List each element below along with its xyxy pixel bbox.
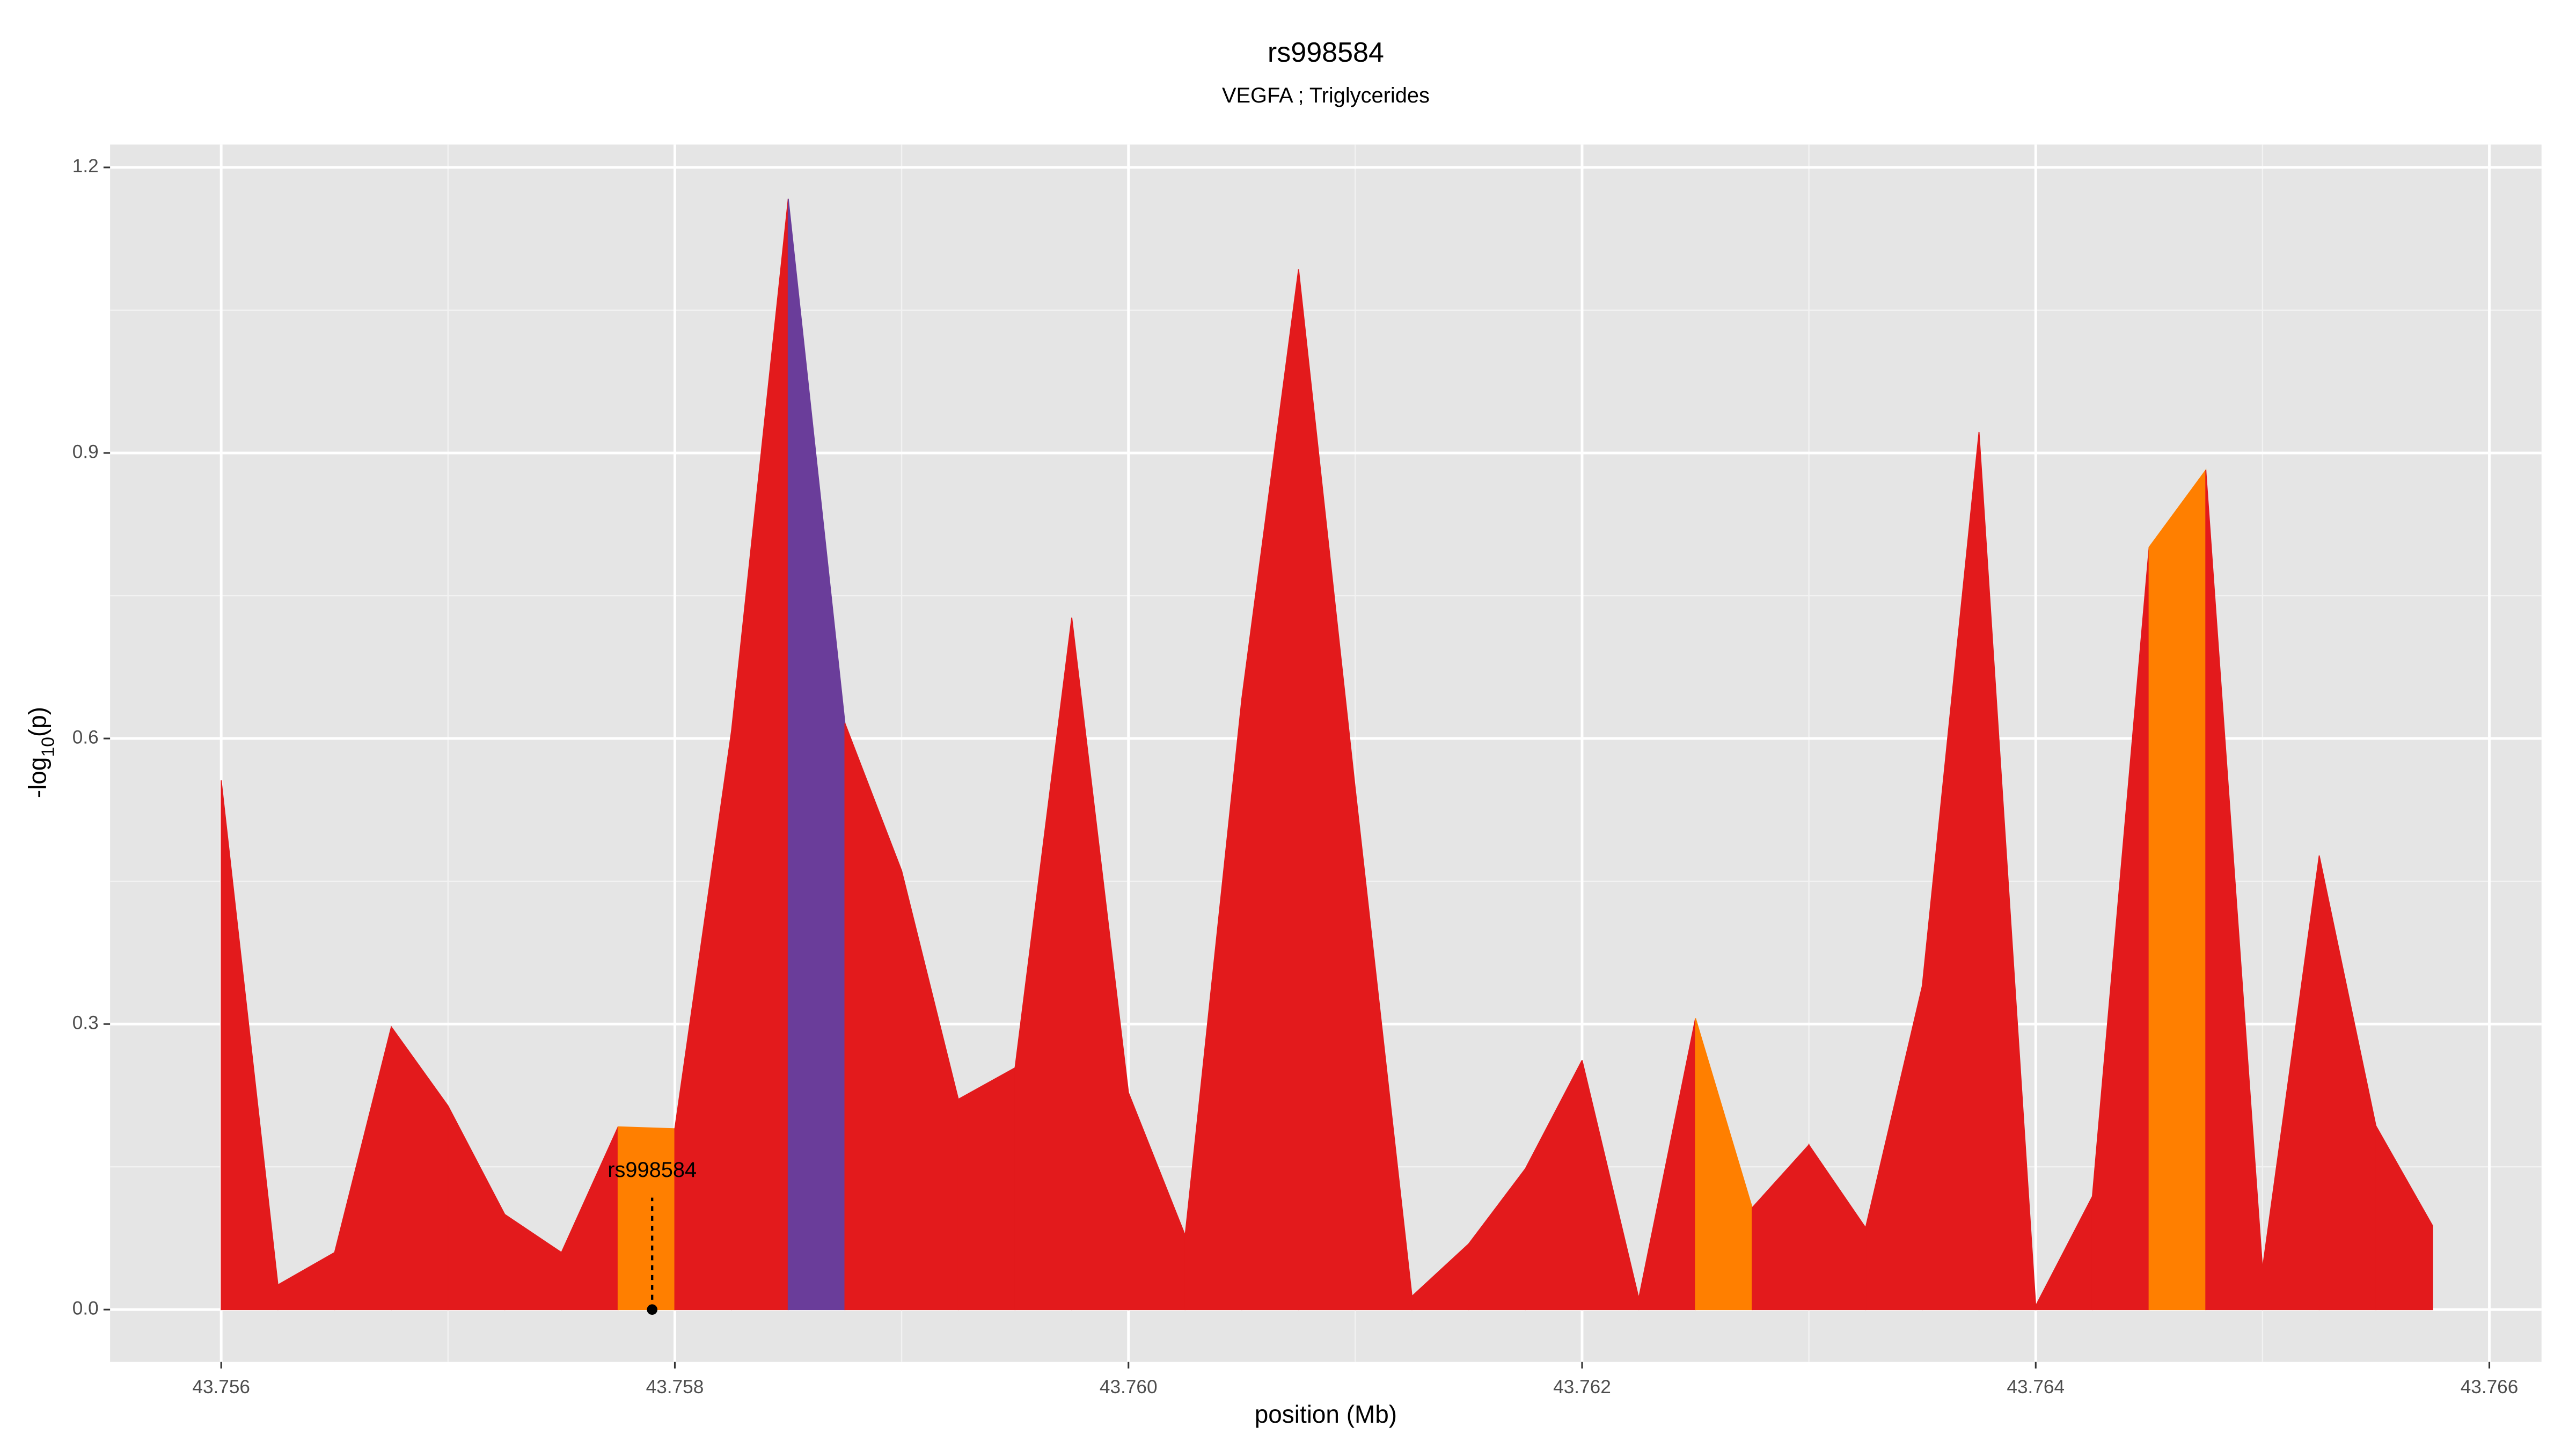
area-segment [957,1067,1016,1311]
area-segment [2148,469,2207,1311]
area-segment [2375,1124,2433,1311]
y-axis-title-part: (p) [24,707,52,737]
x-tick-label: 43.756 [192,1377,250,1397]
chart-subtitle: VEGFA ; Triglycerides [1222,84,1430,107]
x-tick-label: 43.766 [2461,1377,2519,1397]
annotation-label: rs998584 [608,1158,697,1182]
x-axis-title: position (Mb) [1255,1400,1397,1428]
y-axis-title-part: -log [24,757,52,799]
y-tick-label: 0.6 [72,727,99,748]
y-tick-label: 1.2 [72,156,99,177]
x-tick-label: 43.758 [646,1377,704,1397]
y-tick-label: 0.3 [72,1012,99,1033]
annotation-point [647,1304,657,1315]
x-tick-label: 43.764 [2007,1377,2065,1397]
chart-title: rs998584 [1268,37,1384,68]
y-tick-label: 0.0 [72,1298,99,1319]
y-axis-title: -log10(p) [24,707,58,798]
x-tick-label: 43.760 [1100,1377,1158,1397]
y-axis-title-sub: 10 [39,737,58,757]
area-segment [617,1126,676,1311]
x-tick-label: 43.762 [1553,1377,1611,1397]
y-tick-label: 0.9 [72,441,99,462]
